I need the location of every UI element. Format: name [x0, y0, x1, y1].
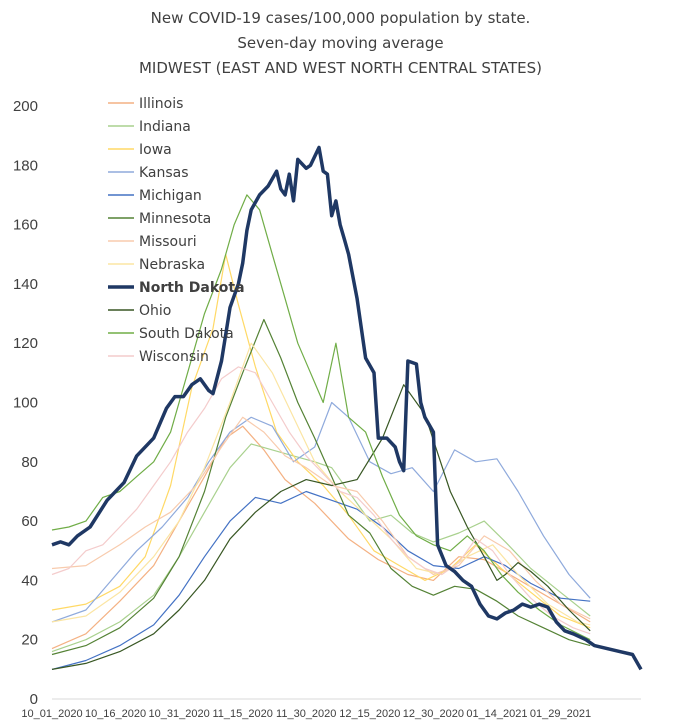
chart-subtitle-region: MIDWEST (EAST AND WEST NORTH CENTRAL STA…: [138, 59, 542, 77]
y-tick-label: 40: [21, 572, 38, 589]
x-tick-label: 01_14_2021: [466, 708, 527, 720]
legend-label: Kansas: [139, 165, 189, 181]
series-line-missouri: [51, 416, 591, 620]
chart-title: New COVID-19 cases/100,000 population by…: [150, 9, 531, 27]
chart-subtitle: Seven-day moving average: [237, 34, 444, 52]
x-tick-label: 11_30_2020: [276, 708, 336, 720]
series-line-michigan: [51, 490, 591, 670]
series-lines: [51, 145, 643, 671]
legend-label: Ohio: [139, 303, 171, 319]
legend-label: Iowa: [139, 142, 172, 158]
legend-label: Michigan: [139, 188, 202, 204]
series-line-minnesota: [51, 318, 591, 656]
legend-label: North Dakota: [139, 280, 245, 296]
series-line-kansas: [51, 401, 591, 623]
series-line-iowa: [51, 253, 591, 629]
y-tick-label: 60: [21, 513, 38, 530]
series-line-nebraska: [51, 342, 591, 626]
y-tick-label: 160: [13, 217, 38, 234]
y-tick-label: 20: [21, 632, 38, 649]
y-tick-label: 180: [13, 157, 38, 174]
x-tick-label: 01_29_2021: [530, 708, 591, 720]
series-line-south-dakota: [51, 194, 591, 641]
legend-label: Missouri: [139, 234, 197, 250]
x-tick-label: 10_31_2020: [149, 708, 210, 720]
legend: Illinois Indiana Iowa Kansas Michigan Minneso…: [108, 96, 245, 365]
x-tick-label: 10_01_2020: [21, 708, 82, 720]
x-tick-label: 11_15_2020: [212, 708, 272, 720]
y-tick-label: 100: [13, 395, 38, 412]
series-line-ohio: [51, 384, 591, 670]
y-tick-label: 0: [30, 691, 38, 708]
series-line-illinois: [51, 425, 591, 650]
legend-label: Nebraska: [139, 257, 205, 273]
x-tick-label: 12_30_2020: [403, 708, 464, 720]
x-tick-label: 12_15_2020: [339, 708, 400, 720]
x-tick-label: 10_16_2020: [85, 708, 146, 720]
y-tick-label: 120: [13, 335, 38, 352]
series-line-indiana: [51, 443, 591, 653]
legend-label: South Dakota: [139, 326, 234, 342]
series-line-wisconsin: [51, 366, 591, 635]
series-line-north-dakota: [51, 145, 643, 671]
y-tick-label: 80: [21, 454, 38, 471]
legend-label: Minnesota: [139, 211, 211, 227]
legend-label: Illinois: [139, 96, 183, 112]
y-tick-label: 140: [13, 276, 38, 293]
legend-label: Indiana: [139, 119, 191, 135]
y-tick-label: 200: [13, 98, 38, 115]
legend-label: Wisconsin: [139, 349, 209, 365]
